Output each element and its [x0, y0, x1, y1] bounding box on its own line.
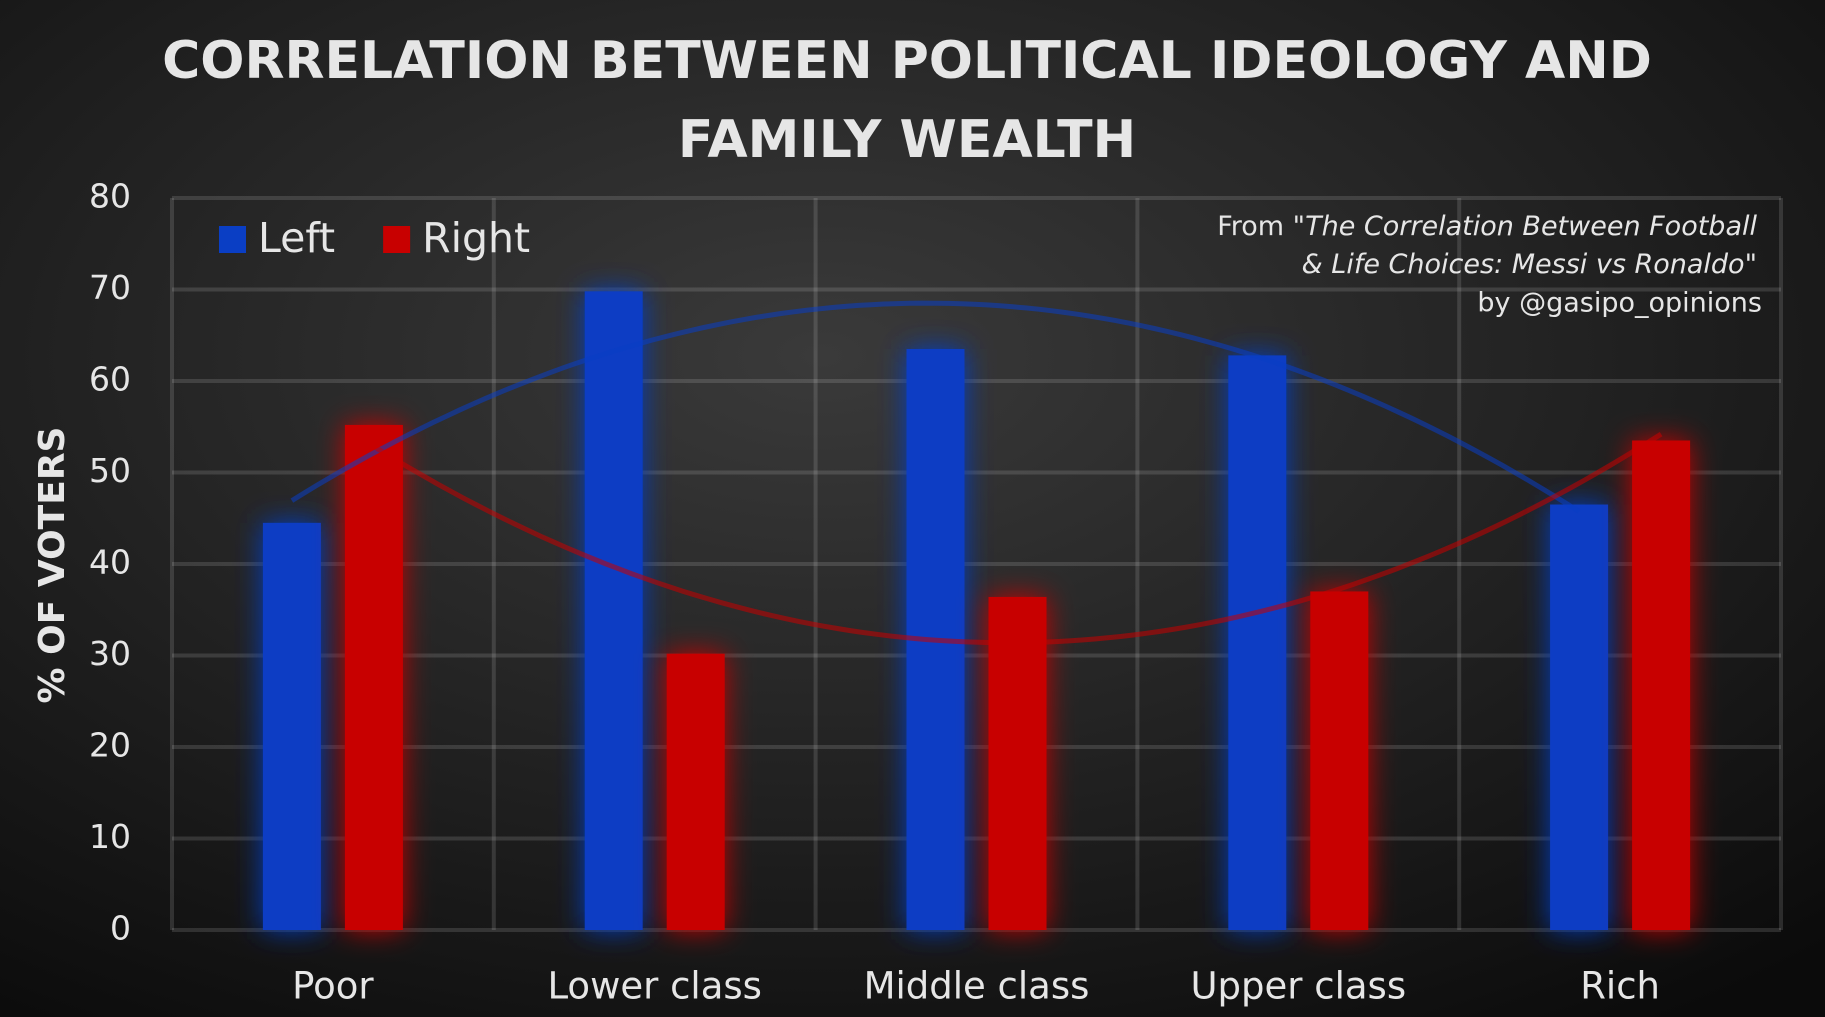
chart-title: FAMILY WEALTH [678, 110, 1136, 170]
y-tick-label: 70 [89, 268, 131, 307]
annotation-text: " [1745, 249, 1757, 280]
bar [1632, 440, 1691, 930]
legend-label: Left [258, 214, 335, 262]
x-tick-label: Poor [292, 965, 374, 1008]
bar [344, 424, 403, 930]
x-tick-label: Lower class [547, 965, 761, 1008]
annotation-text: The Correlation Between Football [1305, 211, 1757, 242]
y-tick-label: 10 [89, 817, 131, 856]
y-tick-label: 0 [110, 909, 131, 948]
y-tick-label: 60 [89, 360, 131, 399]
chart-title: CORRELATION BETWEEN POLITICAL IDEOLOGY A… [162, 31, 1652, 91]
legend-swatch [219, 226, 246, 253]
annotation: From "The Correlation Between Football [1217, 211, 1757, 242]
bar [988, 596, 1047, 930]
annotation-text: From " [1217, 211, 1305, 242]
legend-swatch [383, 226, 411, 253]
annotation-text: & Life Choices: Messi vs Ronaldo [1302, 249, 1745, 280]
x-tick-label: Upper class [1190, 965, 1406, 1008]
y-axis-title: % OF VOTERS [32, 427, 73, 704]
y-tick-label: 40 [89, 543, 131, 582]
trendline [372, 431, 1663, 646]
bar [1550, 504, 1609, 930]
y-tick-label: 50 [89, 451, 131, 490]
bar [666, 653, 725, 930]
trendline [290, 300, 1581, 514]
bar [1310, 591, 1369, 930]
annotation: & Life Choices: Messi vs Ronaldo" [1302, 249, 1757, 280]
bar [262, 522, 321, 930]
legend-label: Right [422, 214, 530, 262]
bar [1228, 355, 1287, 930]
x-tick-label: Middle class [864, 965, 1090, 1008]
y-tick-label: 80 [89, 177, 131, 216]
annotation: by @gasipo_opinions [1477, 288, 1762, 319]
bar [584, 291, 643, 931]
y-tick-label: 20 [89, 726, 131, 765]
x-tick-label: Rich [1580, 965, 1660, 1008]
y-tick-label: 30 [89, 634, 131, 673]
